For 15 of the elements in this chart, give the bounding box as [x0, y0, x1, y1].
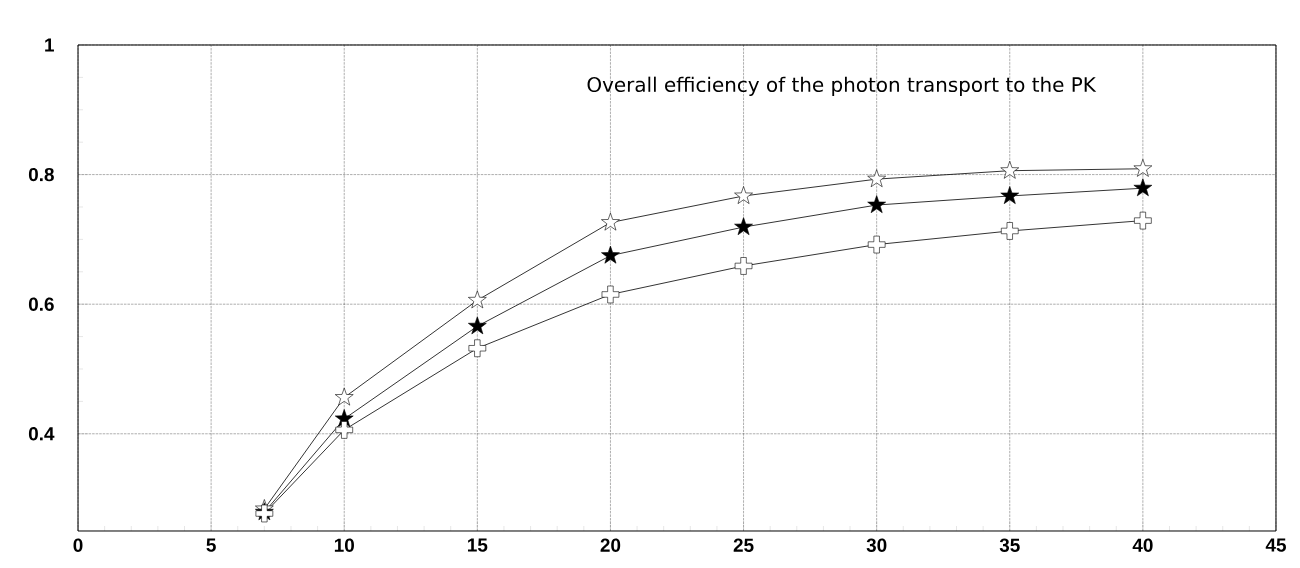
x-tick-label: 5	[206, 538, 216, 552]
x-tick-label: 15	[468, 538, 488, 552]
x-tick-label: 30	[866, 538, 887, 552]
x-tick-label: 0	[73, 538, 83, 552]
y-tick-label: 0.6	[28, 297, 54, 311]
x-tick-label: 40	[1132, 538, 1153, 552]
text: Overall efficiency of the photon transport to the PK	[587, 76, 1097, 96]
y-tick-label: 0.4	[28, 427, 55, 441]
x-tick-label: 10	[334, 538, 354, 552]
y-tick-label: 1	[45, 38, 54, 52]
x-tick-label: 20	[600, 538, 621, 552]
x-tick-label: 45	[1265, 538, 1286, 552]
y-tick-label: 0.8	[28, 167, 54, 182]
x-tick-label: 35	[999, 538, 1020, 552]
x-tick-label: 25	[733, 538, 754, 552]
